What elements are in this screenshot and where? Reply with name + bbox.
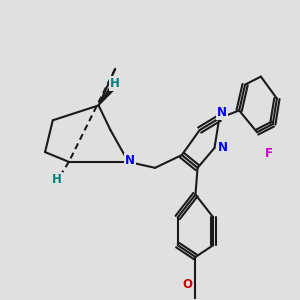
Text: O: O xyxy=(182,278,192,291)
Text: H: H xyxy=(110,76,120,90)
Polygon shape xyxy=(99,83,117,105)
Text: N: N xyxy=(217,106,226,119)
Text: H: H xyxy=(52,173,62,186)
Text: N: N xyxy=(125,154,135,167)
Text: F: F xyxy=(265,147,273,161)
Text: N: N xyxy=(218,141,228,154)
